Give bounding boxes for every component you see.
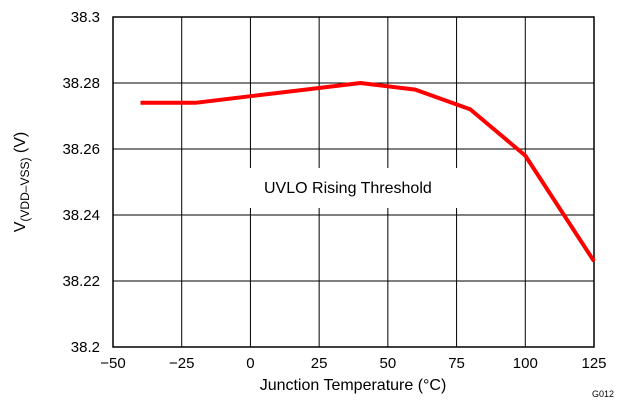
x-tick-label: 0 (246, 355, 254, 372)
x-axis-ticks: −50 −25 0 25 50 75 100 125 (100, 355, 606, 372)
annotation-box (248, 168, 470, 208)
x-tick-label: 50 (380, 355, 397, 372)
y-tick-label: 38.26 (62, 141, 100, 158)
series-line (140, 81, 596, 263)
y-axis-ticks: 38.2 38.22 38.24 38.26 38.28 38.3 (62, 9, 100, 356)
x-tick-label: 75 (448, 355, 465, 372)
x-tick-label: −25 (169, 355, 194, 372)
x-tick-label: −50 (100, 355, 125, 372)
y-axis-label-subscript: (VDD–VSS) (18, 158, 32, 222)
y-tick-label: 38.24 (62, 207, 100, 224)
x-tick-label: 100 (513, 355, 538, 372)
y-tick-label: 38.22 (62, 273, 100, 290)
y-tick-label: 38.2 (71, 339, 100, 356)
y-tick-label: 38.3 (71, 9, 100, 26)
x-tick-label: 125 (581, 355, 606, 372)
annotation-label: UVLO Rising Threshold (264, 180, 432, 197)
svg-text:V(VDD–VSS) (V): V(VDD–VSS) (V) (12, 132, 32, 232)
series-group (140, 81, 596, 263)
figure-code: G012 (592, 389, 614, 399)
y-axis-label: V(VDD–VSS) (V) (12, 132, 32, 232)
y-tick-label: 38.28 (62, 75, 100, 92)
x-axis-label: Junction Temperature (°C) (260, 377, 447, 394)
x-tick-label: 25 (311, 355, 328, 372)
y-axis-label-unit: (V) (12, 132, 29, 158)
y-axis-label-main: V (12, 221, 29, 232)
